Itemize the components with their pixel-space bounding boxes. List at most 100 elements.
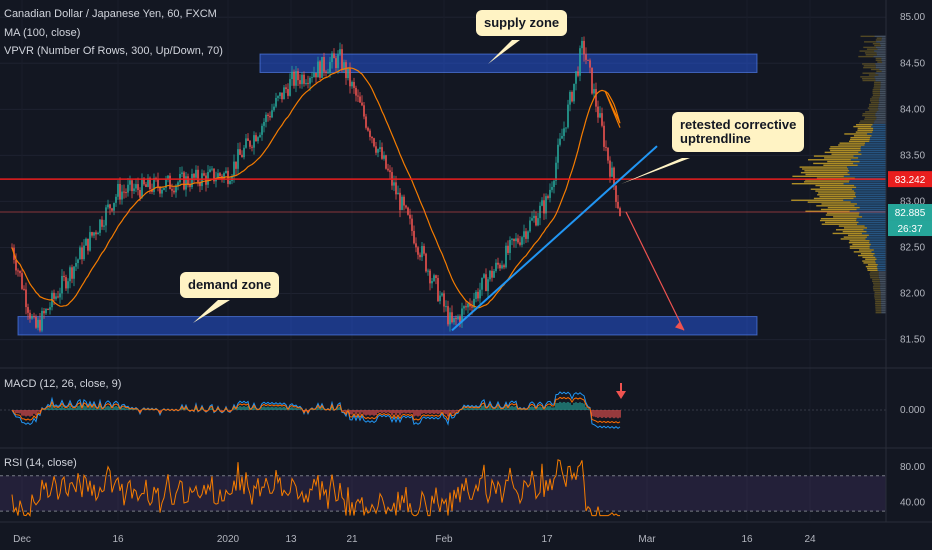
candle-body (359, 96, 361, 103)
uptrend-line (451, 145, 658, 332)
candle-body (525, 231, 527, 239)
volume-bar-down (876, 111, 886, 113)
volume-bar-up (872, 94, 881, 96)
volume-bar-up (877, 61, 883, 63)
macd-legend: MACD (12, 26, close, 9) (4, 378, 122, 390)
candle-body (147, 177, 149, 187)
candle-body (449, 312, 451, 325)
volume-bar-down (858, 157, 886, 159)
candle-body (319, 61, 321, 78)
volume-bar-up (860, 76, 875, 78)
candle-body (25, 289, 27, 308)
supply-zone-label: supply zone (484, 15, 560, 30)
candle-body (373, 138, 375, 147)
volume-bar-down (875, 256, 886, 259)
candle-body (67, 281, 69, 289)
candle-body (327, 72, 329, 74)
candle-body (445, 306, 447, 308)
candle-body (111, 208, 113, 211)
candle-body (311, 77, 313, 79)
volume-bar-up (865, 258, 877, 260)
volume-bar-down (877, 48, 886, 50)
volume-bar-up (872, 286, 881, 288)
time-tick-label: 16 (112, 534, 124, 545)
candle-body (181, 172, 183, 174)
candle-body (555, 162, 557, 181)
volume-bar-down (867, 227, 886, 229)
candle-body (253, 135, 255, 148)
time-tick-label: Mar (638, 534, 656, 545)
candle-body (435, 275, 437, 279)
volume-bar-down (875, 65, 886, 67)
volume-bar-up (791, 183, 844, 185)
candle-body (461, 308, 463, 323)
volume-bar-down (857, 223, 886, 225)
volume-bar-down (879, 96, 886, 98)
volume-bar-down (870, 136, 886, 139)
candle-body (97, 232, 99, 235)
candle-body (197, 169, 199, 183)
volume-bar-up (862, 72, 876, 74)
candle-body (419, 254, 421, 258)
volume-bar-up (849, 140, 870, 143)
volume-bar-down (849, 210, 886, 213)
time-tick-label: 16 (741, 534, 753, 545)
candle-body (131, 180, 133, 192)
macd-arrow-head (616, 391, 626, 399)
volume-bar-up (875, 304, 882, 306)
candle-body (499, 264, 501, 269)
candle-body (209, 169, 211, 172)
volume-bar-up (843, 227, 868, 229)
demand-zone-callout: demand zone (180, 272, 280, 298)
volume-bar-up (815, 184, 855, 187)
volume-bar-up (805, 179, 850, 181)
candle-body (225, 170, 227, 174)
volume-bar-down (863, 229, 886, 231)
candle-body (183, 172, 185, 190)
zones (17, 53, 758, 336)
volume-bar-down (864, 144, 886, 146)
volume-bar-down (852, 188, 886, 190)
volume-bar-down (864, 225, 886, 227)
candle-body (309, 77, 311, 84)
candle-body (453, 317, 455, 323)
volume-bar-up (829, 148, 861, 150)
time-tick-label: 17 (541, 534, 553, 545)
volume-bar-up (864, 52, 877, 54)
volume-bar-up (868, 74, 879, 76)
volume-bar-down (880, 282, 886, 284)
candle-body (235, 161, 237, 169)
volume-bar-down (849, 181, 886, 183)
candle-body (439, 295, 441, 302)
volume-bar-up (875, 39, 882, 41)
candle-body (487, 279, 489, 292)
volume-bar-up (872, 92, 880, 95)
candle-body (269, 116, 271, 118)
candle-body (257, 137, 259, 142)
candle-body (383, 155, 385, 159)
candle-body (279, 92, 281, 97)
candle-body (481, 277, 483, 290)
candle-body (571, 91, 573, 102)
candle-body (559, 138, 561, 145)
volume-bar-down (880, 85, 886, 87)
volume-bar-down (879, 92, 886, 95)
volume-bar-up (853, 125, 872, 128)
candle-body (143, 178, 145, 185)
candle-body (405, 205, 407, 208)
volume-bar-up (863, 46, 876, 49)
candle-body (123, 191, 125, 193)
volume-bar-down (859, 160, 886, 163)
volume-bar-up (874, 293, 881, 295)
resistance-price-badge: 83.242 (895, 175, 926, 186)
volume-bar-up (873, 284, 881, 286)
volume-bar-up (872, 43, 881, 45)
candle-body (609, 160, 611, 177)
volume-bar-down (854, 177, 886, 179)
candle-body (65, 277, 67, 289)
candle-body (247, 138, 249, 141)
volume-bar-down (879, 89, 886, 91)
volume-bar-up (823, 164, 858, 166)
candle-body (597, 106, 599, 118)
